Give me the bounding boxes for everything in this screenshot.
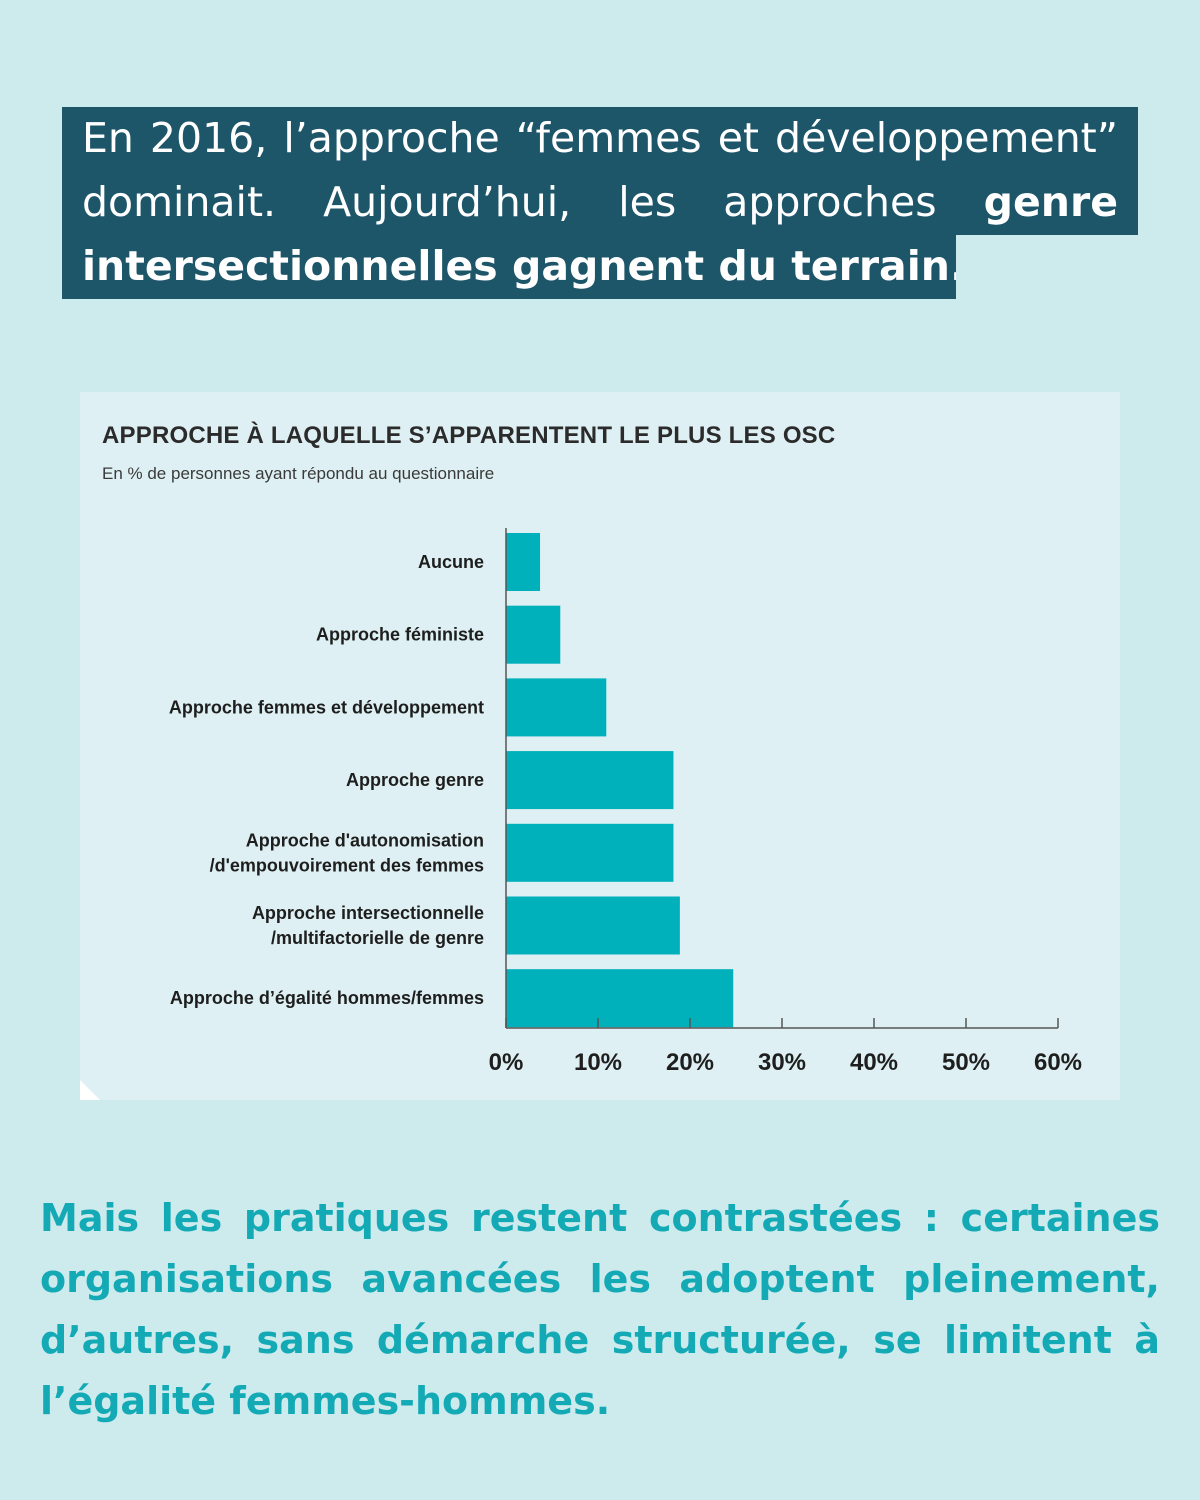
category-label: Approche d’égalité hommes/femmes bbox=[170, 988, 484, 1008]
category-label: Approche d'autonomisation bbox=[246, 830, 484, 850]
category-label: Approche genre bbox=[346, 770, 484, 790]
bar bbox=[506, 605, 561, 664]
headline-line-2-text: dominait. Aujourd’hui, les approches bbox=[82, 178, 984, 226]
category-label: Approche féministe bbox=[316, 625, 484, 645]
x-tick-label: 60% bbox=[1034, 1049, 1082, 1076]
x-tick-label: 30% bbox=[758, 1049, 806, 1076]
bar bbox=[506, 533, 541, 591]
headline-line-2: dominait. Aujourd’hui, les approches gen… bbox=[62, 171, 1138, 235]
chart-subtitle: En % de personnes ayant répondu au quest… bbox=[102, 464, 495, 483]
category-label: /d'empouvoirement des femmes bbox=[210, 855, 484, 875]
chart-title: APPROCHE À LAQUELLE S’APPARENTENT LE PLU… bbox=[102, 422, 836, 449]
bar bbox=[506, 969, 734, 1028]
category-label: Aucune bbox=[418, 552, 484, 572]
bar bbox=[506, 751, 674, 810]
bar-chart: Aucune Approche féministe Approche femmes … bbox=[169, 528, 1082, 1076]
category-label: Approche femmes et développement bbox=[169, 697, 484, 717]
x-tick-label: 50% bbox=[942, 1049, 990, 1076]
category-label: Approche intersectionnelle bbox=[252, 903, 484, 923]
bar bbox=[506, 823, 674, 882]
bar bbox=[506, 678, 607, 737]
headline-line-1-text: En 2016, l’approche “femmes et développe… bbox=[82, 114, 1118, 162]
x-tick-label: 20% bbox=[666, 1049, 714, 1076]
card-corner-decoration bbox=[80, 1080, 100, 1100]
category-label: /multifactorielle de genre bbox=[271, 928, 484, 948]
headline-line-3-bold: intersectionnelles gagnent du terrain. bbox=[82, 242, 956, 290]
headline-line-3: intersectionnelles gagnent du terrain. bbox=[62, 235, 956, 299]
headline-line-1: En 2016, l’approche “femmes et développe… bbox=[62, 107, 1138, 171]
x-tick-label: 0% bbox=[489, 1049, 524, 1076]
headline: En 2016, l’approche “femmes et développe… bbox=[62, 107, 1138, 316]
x-tick-label: 40% bbox=[850, 1049, 898, 1076]
x-tick-label: 10% bbox=[574, 1049, 622, 1076]
headline-line-2-bold: genre bbox=[983, 178, 1118, 226]
footer-text: Mais les pratiques restent contrastées :… bbox=[40, 1196, 1160, 1423]
bar bbox=[506, 896, 680, 955]
chart-card: APPROCHE À LAQUELLE S’APPARENTENT LE PLU… bbox=[80, 392, 1120, 1100]
